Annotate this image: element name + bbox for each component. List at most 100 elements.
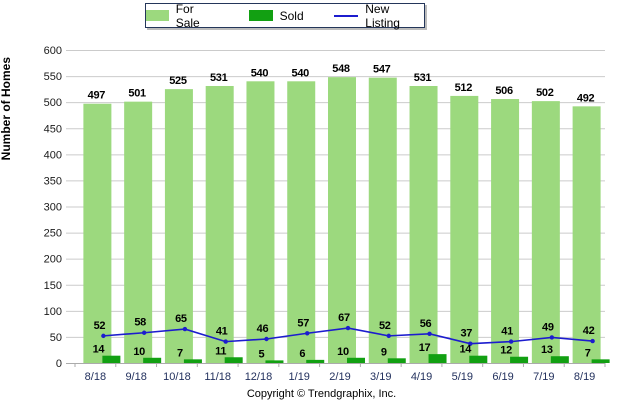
for-sale-value-label: 540 [292, 67, 310, 79]
x-tick-label: 2/19 [329, 371, 350, 383]
sold-bar[interactable] [428, 354, 447, 363]
x-tick-label: 6/19 [492, 371, 513, 383]
for-sale-bar[interactable] [287, 81, 316, 364]
sold-bar[interactable] [591, 359, 610, 363]
legend-item-for-sale[interactable]: For Sale [146, 2, 219, 30]
legend: For Sale Sold New Listing [145, 1, 425, 30]
new-listing-point[interactable] [345, 325, 351, 331]
sold-value-label: 13 [541, 344, 553, 356]
for-sale-bar[interactable] [409, 85, 438, 364]
new-listing-point[interactable] [427, 331, 432, 336]
sold-value-label: 14 [93, 344, 106, 356]
for-sale-value-label: 512 [455, 82, 473, 94]
for-sale-bar[interactable] [450, 95, 479, 363]
new-listing-point[interactable] [590, 338, 595, 344]
y-tick-label: 100 [44, 306, 62, 318]
y-tick-label: 0 [56, 358, 62, 370]
sold-bar[interactable] [347, 357, 365, 363]
for-sale-bar[interactable] [83, 103, 112, 364]
for-sale-bar[interactable] [164, 89, 193, 363]
x-tick-label: 7/19 [533, 371, 554, 383]
for-sale-bar[interactable] [246, 81, 275, 364]
new-listing-point[interactable] [468, 341, 473, 346]
sold-value-label: 6 [299, 348, 305, 360]
new-listing-value-label: 67 [338, 312, 350, 324]
legend-item-sold[interactable]: Sold [248, 8, 304, 23]
x-tick-label: 10/18 [163, 371, 191, 383]
legend-label-new-listing: New Listing [365, 1, 400, 30]
new-listing-value-label: 52 [94, 320, 106, 332]
for-sale-bar[interactable] [491, 99, 520, 363]
for-sale-bar[interactable] [205, 85, 234, 364]
new-listing-value-label: 42 [583, 325, 595, 337]
new-listing-point[interactable] [386, 333, 391, 339]
new-listing-point[interactable] [549, 335, 555, 340]
for-sale-value-label: 540 [251, 67, 269, 79]
y-tick-label: 400 [44, 149, 62, 161]
sold-bar[interactable] [306, 359, 325, 363]
sold-bar[interactable] [510, 356, 529, 363]
for-sale-value-label: 531 [414, 72, 432, 84]
for-sale-bar[interactable] [124, 101, 153, 364]
sold-value-label: 11 [215, 345, 226, 357]
sold-value-label: 9 [381, 346, 387, 358]
new-listing-value-label: 37 [460, 328, 472, 340]
sold-value-label: 5 [259, 348, 265, 360]
for-sale-bar[interactable] [572, 106, 601, 363]
y-tick-label: 200 [44, 254, 62, 266]
sold-bar[interactable] [469, 355, 488, 363]
sold-bar[interactable] [143, 357, 162, 363]
copyright-text: Copyright © Trendgraphix, Inc. [246, 388, 397, 400]
legend-label-for-sale: For Sale [175, 1, 200, 30]
new-listing-point[interactable] [101, 333, 106, 339]
sold-bar[interactable] [183, 359, 202, 363]
sold-value-label: 12 [500, 345, 512, 357]
new-listing-point[interactable] [182, 326, 188, 332]
x-tick-label: 3/19 [370, 371, 391, 383]
new-listing-value-label: 41 [501, 326, 513, 338]
sold-value-label: 10 [337, 346, 349, 358]
x-tick-label: 11/18 [204, 371, 231, 383]
legend-item-new-listing[interactable]: New Listing [333, 1, 424, 30]
for-sale-value-label: 492 [577, 92, 595, 104]
y-tick-label: 250 [44, 228, 62, 240]
y-tick-label: 150 [44, 280, 62, 292]
new-listing-point[interactable] [264, 336, 269, 342]
x-tick-label: 9/18 [125, 371, 146, 383]
new-listing-point[interactable] [141, 330, 147, 335]
sold-value-label: 7 [585, 347, 591, 359]
y-tick-label: 450 [44, 123, 62, 135]
for-sale-value-label: 525 [169, 75, 187, 87]
sold-bar[interactable] [550, 356, 569, 363]
new-listing-value-label: 65 [175, 313, 187, 325]
for-sale-bar[interactable] [368, 77, 397, 364]
for-sale-value-label: 547 [373, 64, 391, 76]
new-listing-value-label: 52 [379, 320, 391, 332]
new-listing-value-label: 56 [420, 318, 432, 330]
x-tick-label: 4/19 [411, 371, 432, 383]
y-tick-label: 50 [50, 332, 62, 344]
new-listing-point[interactable] [508, 339, 514, 344]
sold-value-label: 10 [133, 346, 145, 358]
new-listing-point[interactable] [223, 339, 228, 344]
sold-bar[interactable] [102, 355, 121, 363]
sold-bar[interactable] [265, 360, 284, 363]
sold-value-label: 14 [459, 344, 472, 356]
sold-value-label: 7 [177, 347, 183, 359]
new-listing-value-label: 41 [216, 326, 228, 338]
for-sale-bar[interactable] [328, 77, 356, 364]
sold-bar[interactable] [387, 358, 406, 363]
sold-swatch-icon [248, 10, 273, 21]
new-listing-point[interactable] [305, 331, 310, 336]
new-listing-value-label: 58 [134, 317, 146, 329]
y-tick-label: 300 [44, 202, 62, 214]
for-sale-value-label: 501 [128, 88, 146, 100]
y-tick-label: 600 [44, 45, 62, 57]
legend-label-sold: Sold [279, 8, 304, 23]
sold-bar[interactable] [224, 357, 243, 363]
for-sale-bar[interactable] [531, 101, 560, 363]
for-sale-value-label: 531 [210, 72, 228, 84]
y-tick-label: 350 [44, 175, 62, 187]
y-tick-label: 500 [44, 97, 62, 109]
